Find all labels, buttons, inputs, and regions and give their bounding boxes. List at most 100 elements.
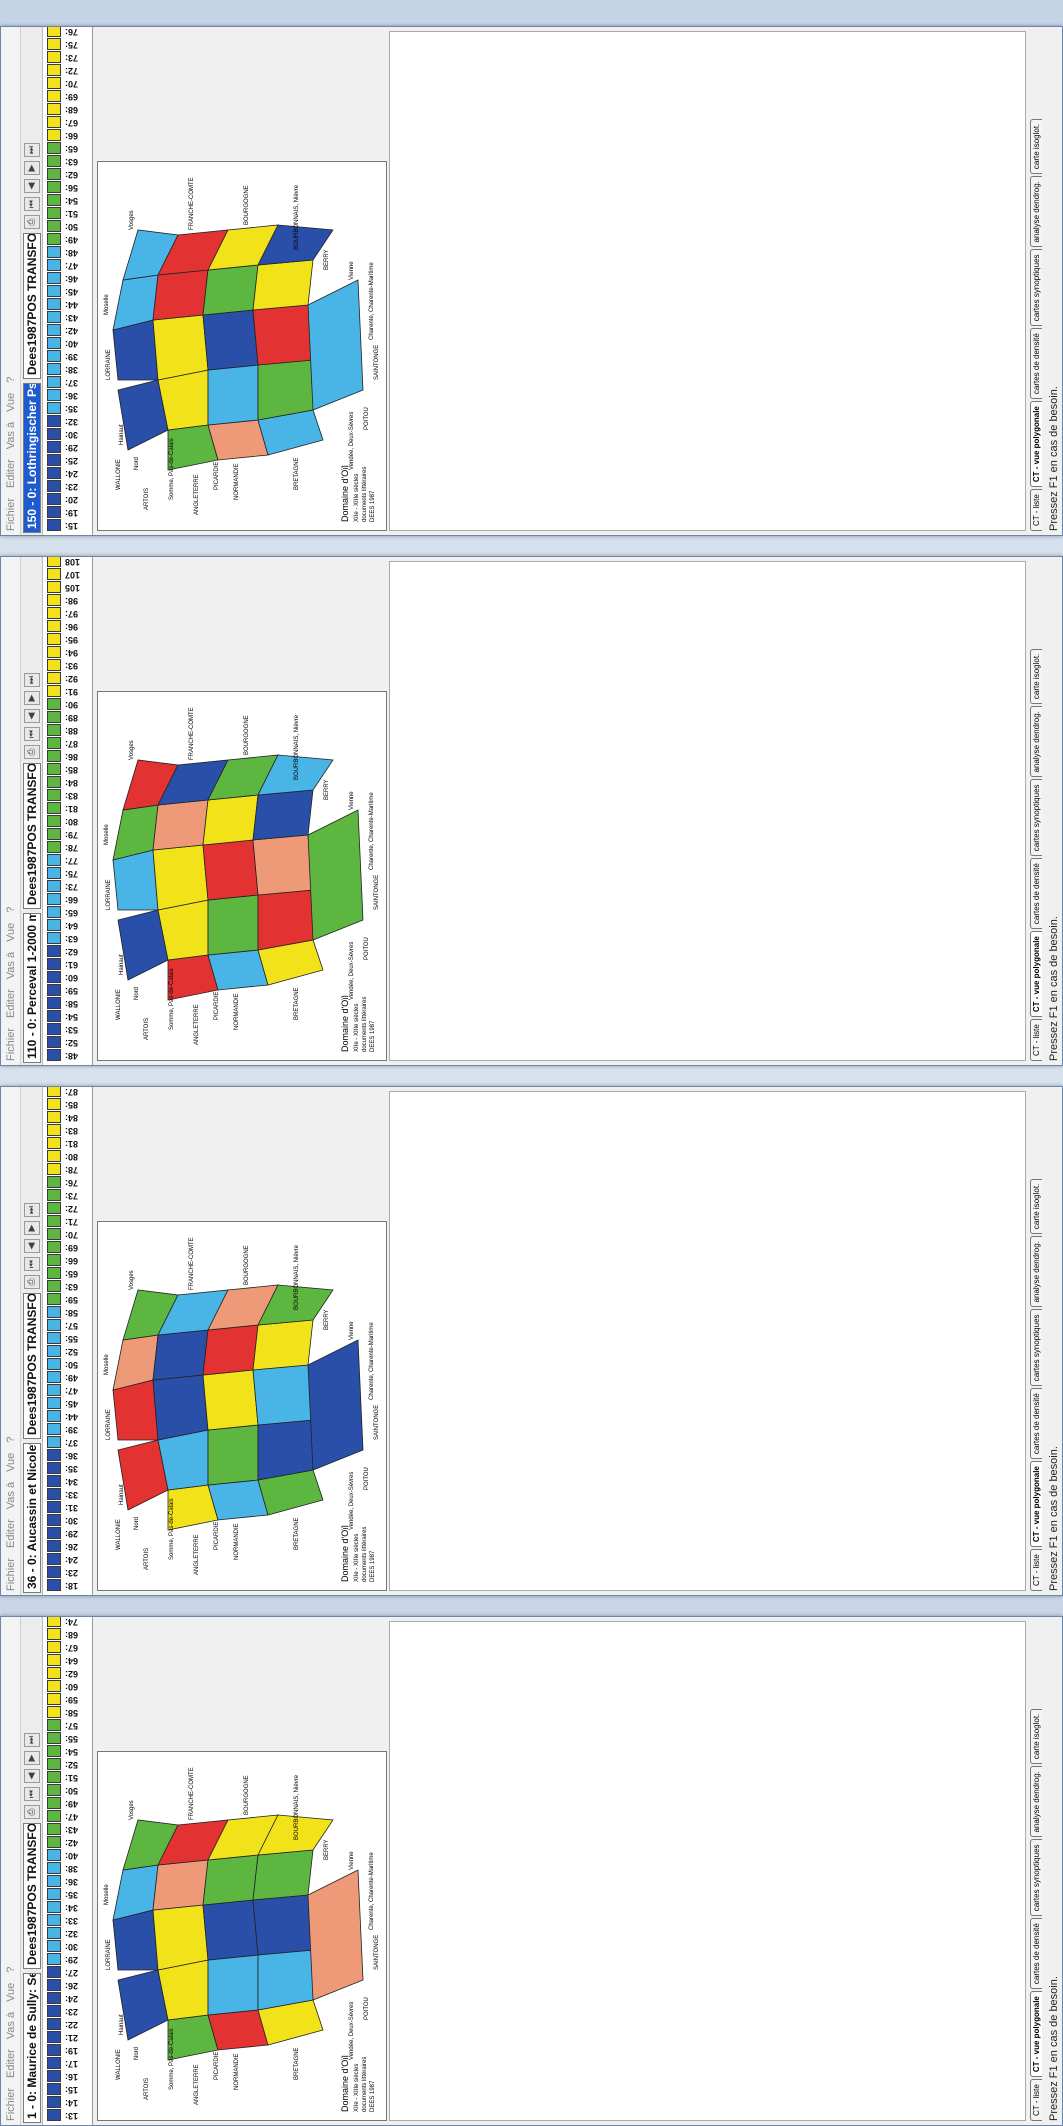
prev-icon[interactable]: ◀ bbox=[23, 709, 40, 723]
tab[interactable]: CT - vue polygonale bbox=[1030, 401, 1042, 488]
tab[interactable]: carte isoglot. bbox=[1030, 118, 1042, 175]
tab[interactable]: analyse dendrog. bbox=[1030, 706, 1042, 778]
text-select[interactable]: 150 - 0: Lothringischer Psalt▼ bbox=[22, 383, 41, 533]
menu-item[interactable]: Editer bbox=[4, 989, 17, 1018]
tab[interactable]: cartes de densité bbox=[1030, 1918, 1042, 1990]
print-icon[interactable]: ⎙ bbox=[23, 215, 40, 229]
tab[interactable]: CT - vue polygonale bbox=[1030, 931, 1042, 1018]
tab[interactable]: CT - vue polygonale bbox=[1030, 1991, 1042, 2078]
legend-cell bbox=[47, 246, 61, 258]
tab[interactable]: cartes de densité bbox=[1030, 858, 1042, 930]
print-icon[interactable]: ⎙ bbox=[23, 1275, 40, 1289]
legend-cell bbox=[47, 919, 61, 931]
tab[interactable]: carte isoglot. bbox=[1030, 1178, 1042, 1235]
menu-item[interactable]: Vue bbox=[4, 392, 17, 412]
map-subtitle: XIIe - XIIIe siècles bbox=[354, 474, 360, 522]
text-select[interactable]: 110 - 0: Perceval 1-2000 ms. L▼ bbox=[22, 913, 41, 1063]
tab[interactable]: cartes de densité bbox=[1030, 1388, 1042, 1460]
tab[interactable]: CT - vue polygonale bbox=[1030, 1461, 1042, 1548]
last-icon[interactable]: ⏭ bbox=[23, 1203, 40, 1217]
menu-item[interactable]: Vas à bbox=[4, 2011, 17, 2040]
menu-item[interactable]: Vas à bbox=[4, 421, 17, 450]
menu-item[interactable]: ? bbox=[4, 906, 17, 913]
text-select[interactable]: 36 - 0: Aucassin et Nicolette▼ bbox=[22, 1443, 41, 1593]
first-icon[interactable]: ⏮ bbox=[23, 197, 40, 211]
legend-label: 31: bbox=[65, 1503, 79, 1513]
corpus-select[interactable]: Dees1987POS TRANSFORM▼ bbox=[22, 1293, 41, 1439]
tab[interactable]: carte isoglot. bbox=[1030, 1708, 1042, 1765]
legend-cell bbox=[47, 26, 61, 37]
corpus-select[interactable]: Dees1987POS TRANSFORM▼ bbox=[22, 1823, 41, 1969]
text-select[interactable]: 1 - 0: Maurice de Sully: Serm▼ bbox=[22, 1973, 41, 2123]
menu-item[interactable]: Vas à bbox=[4, 951, 17, 980]
menu-item[interactable]: Fichier bbox=[4, 2087, 17, 2121]
legend-label: 35: bbox=[65, 1890, 79, 1900]
legend-label: 59: bbox=[65, 1695, 79, 1705]
tab[interactable]: cartes de densité bbox=[1030, 328, 1042, 400]
legend-cell bbox=[47, 841, 61, 853]
region-label: Moselle bbox=[104, 1884, 110, 1905]
last-icon[interactable]: ⏭ bbox=[23, 1733, 40, 1747]
menu-item[interactable]: Vue bbox=[4, 1452, 17, 1472]
legend-label: 68: bbox=[65, 1630, 79, 1640]
legend-cell bbox=[47, 1706, 61, 1718]
prev-icon[interactable]: ◀ bbox=[23, 1239, 40, 1253]
region-label: ARTOIS bbox=[144, 1018, 150, 1040]
region-label: Vendée, Deux-Sèvres bbox=[349, 412, 355, 470]
prev-icon[interactable]: ◀ bbox=[23, 1769, 40, 1783]
tab[interactable]: analyse dendrog. bbox=[1030, 1236, 1042, 1308]
color-legend: 18: 23: 24: 26: 29: 30: 31: 33: 34: 35: 36: 37: 39: 4… bbox=[43, 1086, 93, 1595]
region-label: Vendée, Deux-Sèvres bbox=[349, 1472, 355, 1530]
legend-cell bbox=[47, 1423, 61, 1435]
tab[interactable]: cartes synoptiques bbox=[1030, 249, 1042, 327]
corpus-select[interactable]: Dees1987POS TRANSFORM▼ bbox=[22, 233, 41, 379]
first-icon[interactable]: ⏮ bbox=[23, 1257, 40, 1271]
next-icon[interactable]: ▶ bbox=[23, 161, 40, 175]
map-doc: documents littéraires bbox=[362, 2057, 368, 2112]
prev-icon[interactable]: ◀ bbox=[23, 179, 40, 193]
region-label: SAINTONGE bbox=[374, 345, 380, 380]
tab[interactable]: analyse dendrog. bbox=[1030, 176, 1042, 248]
menu-item[interactable]: Vue bbox=[4, 1982, 17, 2002]
tab[interactable]: CT - liste bbox=[1030, 1549, 1042, 1591]
menu-item[interactable]: Editer bbox=[4, 1519, 17, 1548]
menu-item[interactable]: Editer bbox=[4, 459, 17, 488]
corpus-select[interactable]: Dees1987POS TRANSFORM▼ bbox=[22, 763, 41, 909]
legend-label: 15: bbox=[65, 521, 79, 531]
print-icon[interactable]: ⎙ bbox=[23, 745, 40, 759]
tab[interactable]: cartes synoptiques bbox=[1030, 1309, 1042, 1387]
first-icon[interactable]: ⏮ bbox=[23, 727, 40, 741]
region-label: LORRAINE bbox=[106, 1409, 112, 1440]
legend-cell bbox=[47, 363, 61, 375]
menu-item[interactable]: Vas à bbox=[4, 1481, 17, 1510]
legend-label: 84: bbox=[65, 778, 79, 788]
menu-item[interactable]: Vue bbox=[4, 922, 17, 942]
first-icon[interactable]: ⏮ bbox=[23, 1787, 40, 1801]
last-icon[interactable]: ⏭ bbox=[23, 143, 40, 157]
tab[interactable]: CT - liste bbox=[1030, 2079, 1042, 2121]
tab[interactable]: cartes synoptiques bbox=[1030, 779, 1042, 857]
tab[interactable]: CT - liste bbox=[1030, 1019, 1042, 1061]
legend-cell bbox=[47, 1579, 61, 1591]
tab[interactable]: CT - liste bbox=[1030, 489, 1042, 531]
tab[interactable]: cartes synoptiques bbox=[1030, 1839, 1042, 1917]
menu-item[interactable]: Editer bbox=[4, 2049, 17, 2078]
print-icon[interactable]: ⎙ bbox=[23, 1805, 40, 1819]
legend-label: 72: bbox=[65, 66, 79, 76]
next-icon[interactable]: ▶ bbox=[23, 1221, 40, 1235]
menu-item[interactable]: ? bbox=[4, 1966, 17, 1973]
next-icon[interactable]: ▶ bbox=[23, 1751, 40, 1765]
region-label: Charente, Charente-Maritime bbox=[369, 792, 375, 870]
menu-item[interactable]: ? bbox=[4, 1436, 17, 1443]
menu-item[interactable]: Fichier bbox=[4, 1557, 17, 1591]
next-icon[interactable]: ▶ bbox=[23, 691, 40, 705]
legend-cell bbox=[47, 672, 61, 684]
legend-label: 36: bbox=[65, 1451, 79, 1461]
region-label: BRETAGNE bbox=[294, 1517, 300, 1550]
tab[interactable]: analyse dendrog. bbox=[1030, 1766, 1042, 1838]
menu-item[interactable]: ? bbox=[4, 376, 17, 383]
tab[interactable]: carte isoglot. bbox=[1030, 648, 1042, 705]
last-icon[interactable]: ⏭ bbox=[23, 673, 40, 687]
menu-item[interactable]: Fichier bbox=[4, 1027, 17, 1061]
menu-item[interactable]: Fichier bbox=[4, 497, 17, 531]
